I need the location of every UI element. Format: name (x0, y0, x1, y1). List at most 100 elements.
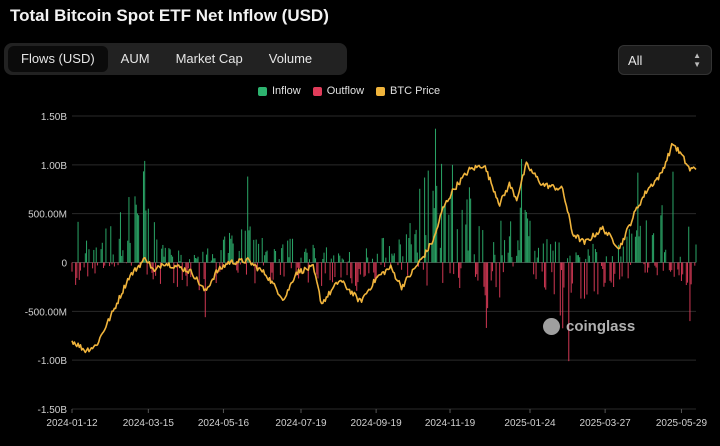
outflow-bar (346, 262, 348, 276)
legend-btc-price-label: BTC Price (390, 85, 441, 97)
inflow-bar (249, 226, 251, 263)
outflow-bar (173, 262, 175, 284)
tab-market-cap[interactable]: Market Cap (175, 51, 243, 66)
outflow-bar (580, 262, 582, 299)
inflow-bar (542, 243, 544, 263)
inflow-bar (247, 176, 249, 263)
inflow-bar (436, 185, 438, 263)
outflow-bar (364, 262, 366, 276)
inflow-bar (434, 128, 437, 263)
legend-btc-price[interactable]: BTC Price (376, 85, 440, 97)
inflow-bar (333, 255, 335, 263)
tab-flows[interactable]: Flows (USD) (8, 46, 108, 72)
inflow-bar (528, 236, 530, 263)
inflow-bar (424, 177, 426, 263)
inflow-bar (193, 254, 195, 263)
outflow-bar (621, 262, 623, 277)
inflow-bar (398, 239, 400, 263)
inflow-bar (122, 250, 124, 263)
outflow-bar (453, 262, 455, 275)
outflow-bar (351, 262, 353, 284)
inflow-bar (84, 253, 86, 263)
inflow-bar (253, 239, 255, 263)
outflow-bar (92, 262, 94, 269)
inflow-bar (376, 253, 378, 263)
outflow-bar (678, 262, 680, 276)
inflow-bar (105, 228, 107, 263)
inflow-bar (410, 244, 412, 263)
outflow-bar (176, 262, 178, 287)
inflow-bar (339, 255, 341, 263)
inflow-bar (224, 236, 226, 263)
inflow-bar (529, 220, 531, 263)
tab-aum[interactable]: AUM (120, 51, 150, 66)
inflow-bar (261, 237, 263, 263)
y-tick-label: 1.00B (41, 161, 67, 172)
inflow-bar (128, 197, 130, 263)
inflow-bar (508, 236, 510, 263)
inflow-bar (348, 252, 350, 263)
inflow-bar (179, 261, 181, 263)
inflow-bar (569, 255, 571, 263)
outflow-bar (215, 262, 217, 284)
outflow-bar (485, 262, 487, 328)
outflow-bar (307, 262, 309, 283)
outflow-bar (689, 262, 691, 322)
outflow-bar (655, 262, 657, 268)
outflow-bar (126, 262, 128, 264)
outflow-bar (373, 262, 375, 273)
inflow-bar (432, 190, 434, 263)
inflow-bar (222, 239, 224, 263)
inflow-bar (100, 249, 102, 263)
outflow-bar (499, 262, 501, 298)
inflow-bar (470, 198, 472, 263)
inflow-bar (688, 226, 690, 263)
outflow-bar (483, 262, 485, 287)
outflow-bar (355, 262, 357, 286)
outflow-bar (331, 262, 334, 283)
inflow-bar (230, 238, 232, 263)
inflow-bar (392, 255, 394, 263)
inflow-bar (645, 220, 647, 263)
legend-outflow[interactable]: Outflow (312, 85, 364, 97)
inflow-bar (315, 258, 317, 263)
inflow-bar (579, 257, 581, 263)
inflow-bar (282, 244, 284, 263)
inflow-bar (672, 171, 674, 263)
outflow-bar (426, 262, 428, 286)
outflow-bar (682, 262, 684, 275)
inflow-bar (313, 248, 315, 263)
outflow-bar (340, 262, 342, 278)
inflow-bar (466, 199, 468, 263)
inflow-bar (663, 252, 666, 263)
outflow-bar (254, 262, 256, 284)
inflow-bar (210, 260, 212, 263)
outflow-bar (78, 262, 80, 280)
inflow-bar (341, 258, 343, 263)
legend-inflow-label: Inflow (272, 85, 301, 97)
outflow-bar (644, 262, 646, 273)
inflow-bar (138, 215, 140, 263)
outflow-bar (593, 262, 595, 292)
x-tick-label: 2025-01-24 (504, 418, 556, 429)
legend-inflow[interactable]: Inflow (258, 85, 301, 97)
inflow-bar (695, 244, 697, 263)
inflow-bar (393, 253, 395, 263)
range-select[interactable]: All ▲ ▼ (618, 45, 712, 75)
outflow-bar (418, 262, 420, 267)
tab-volume[interactable]: Volume (268, 51, 313, 66)
inflow-bar (292, 238, 294, 263)
inflow-bar (312, 244, 314, 263)
inflow-bar (347, 261, 349, 263)
inflow-bar (197, 256, 199, 263)
inflow-bar (180, 254, 182, 263)
outflow-bar (668, 262, 670, 271)
outflow-bar (544, 262, 546, 288)
outflow-bar (186, 262, 188, 287)
outflow-bar (487, 262, 489, 309)
inflow-bar (415, 229, 417, 263)
coinglass-logo-icon (543, 318, 560, 335)
outflow-bar (647, 262, 649, 273)
outflow-bar (159, 262, 161, 284)
inflow-bar (507, 252, 509, 263)
